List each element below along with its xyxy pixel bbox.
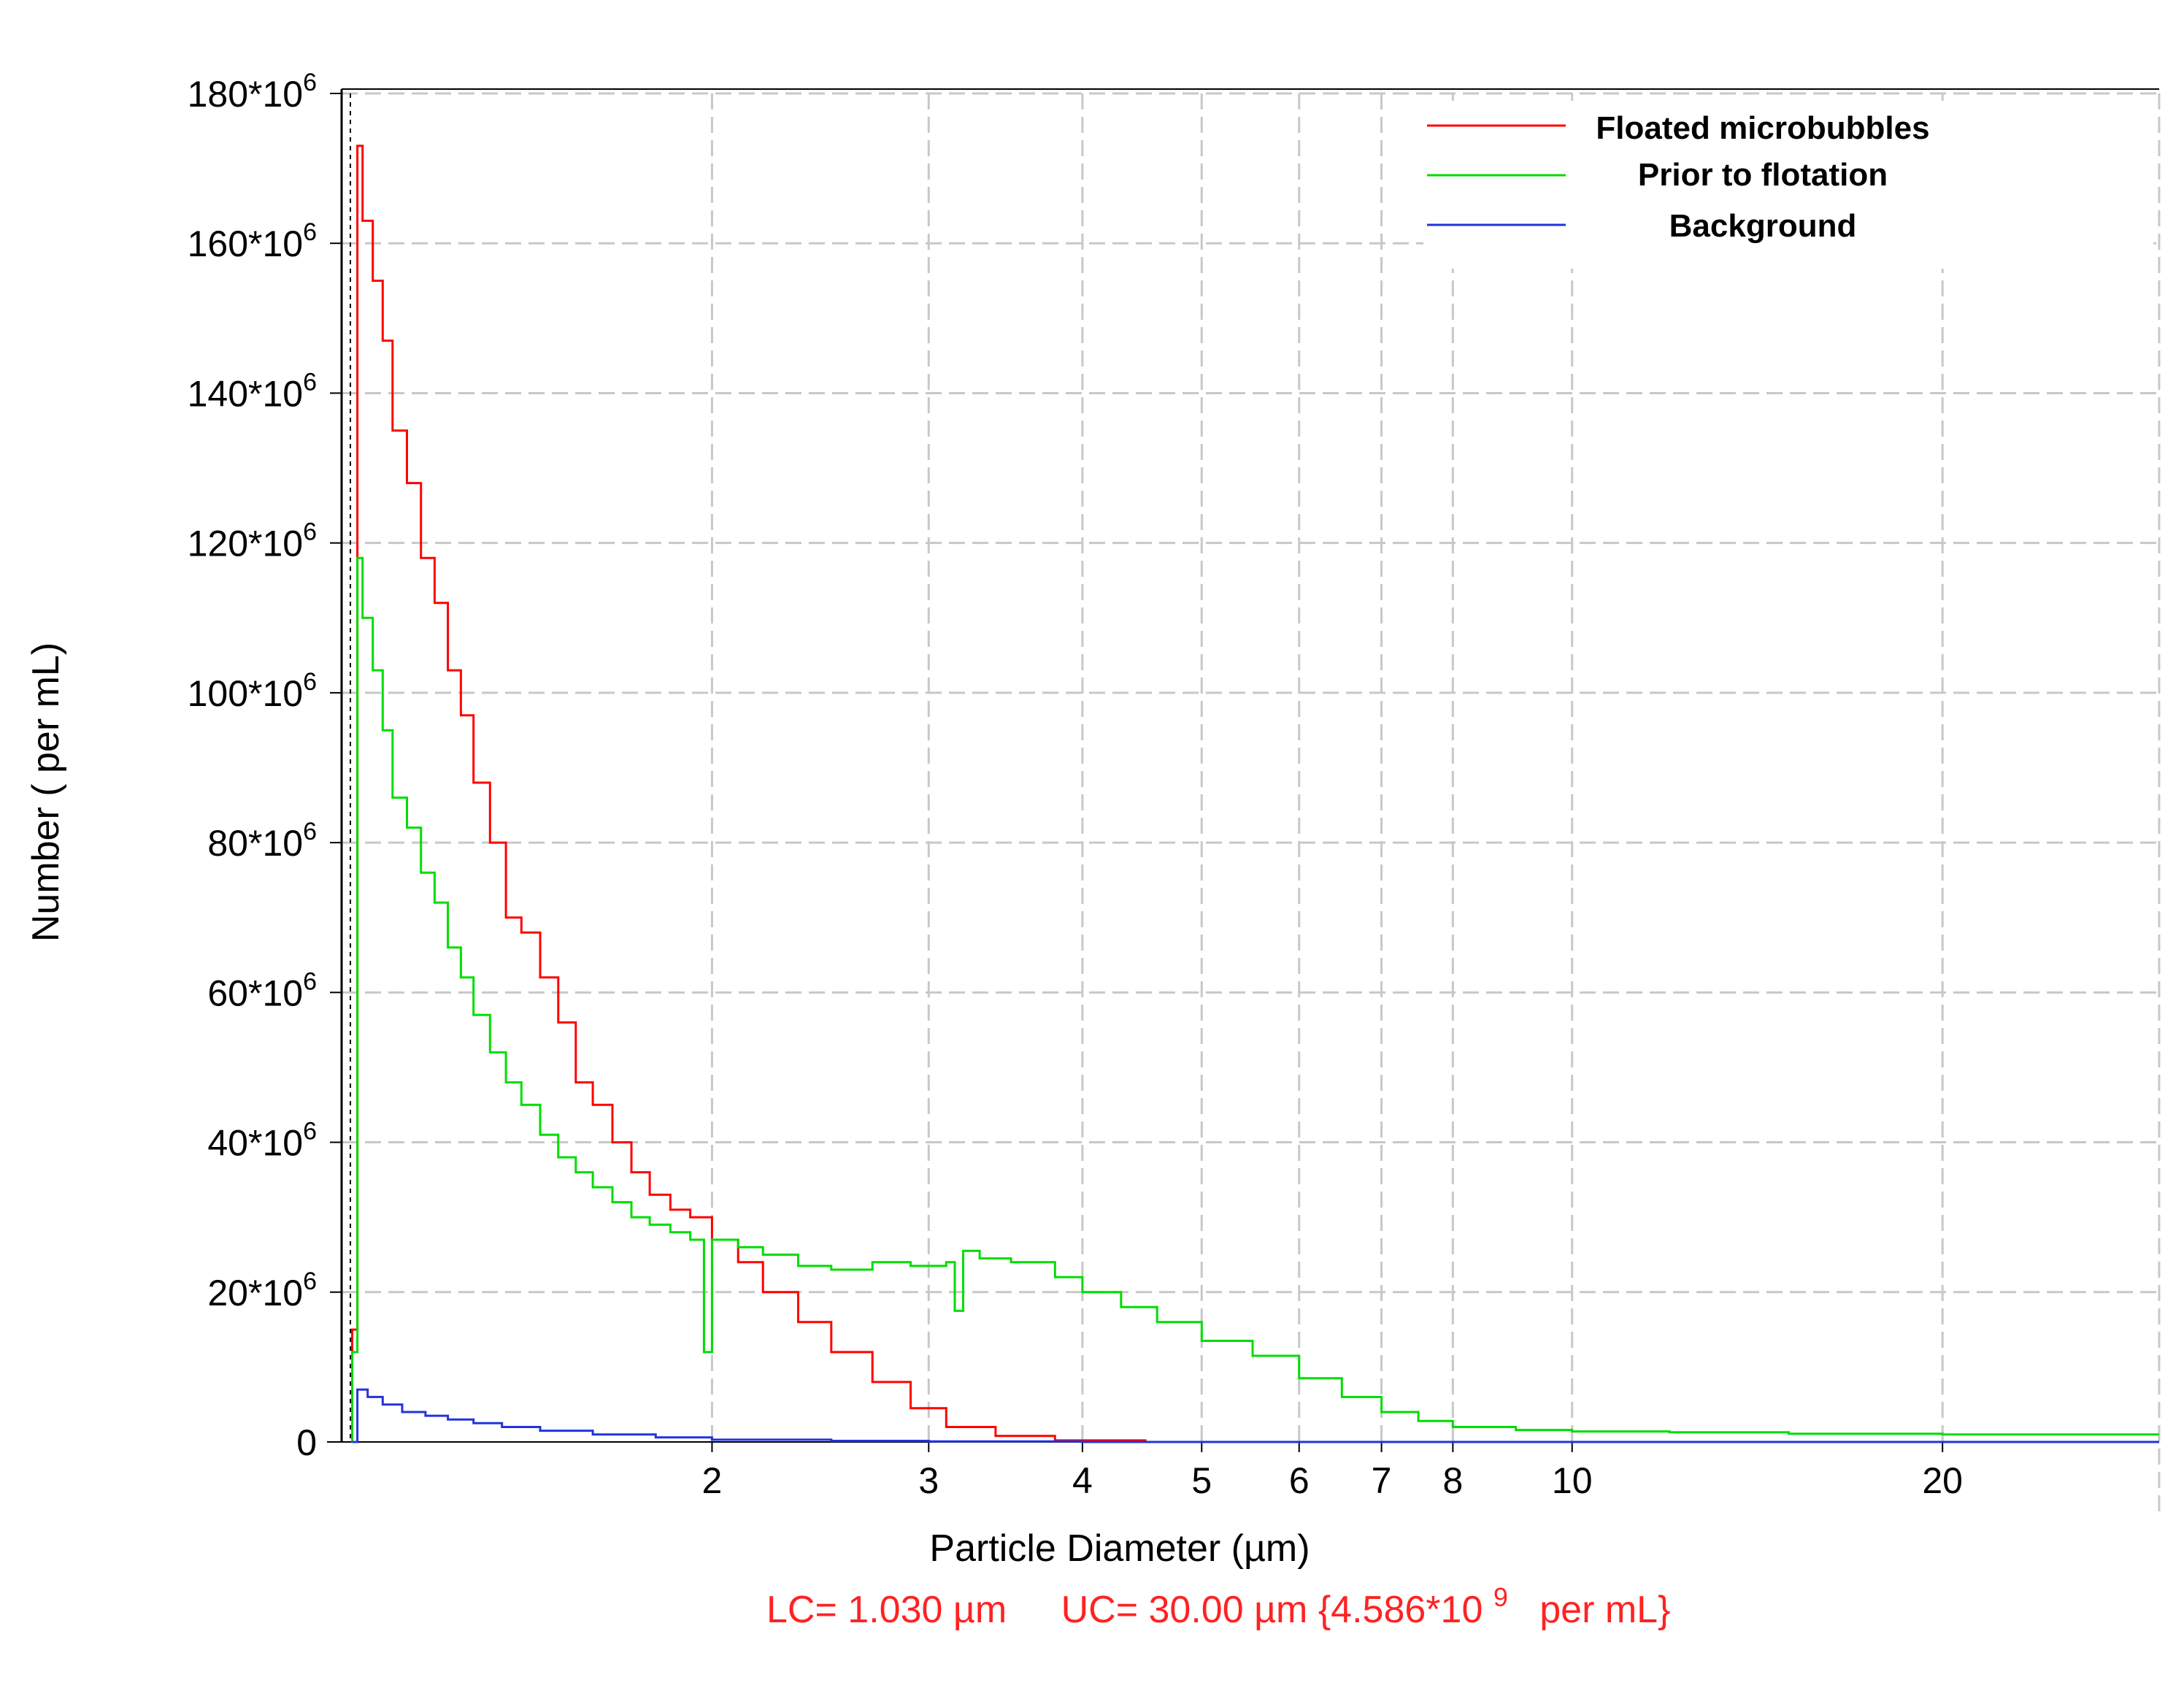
y-tick-label: 100*106 <box>188 668 317 714</box>
y-tick-base: 20*10 <box>207 1273 303 1313</box>
legend-label-prior: Prior to flotation <box>1638 157 1888 193</box>
grid-lines <box>342 92 2161 1515</box>
x-tick-label: 5 <box>1191 1460 1212 1501</box>
y-tick-base: 160*10 <box>188 223 304 264</box>
footer-annotation: LC= 1.030 µm UC= 30.00 µm {4.586*10 9 pe… <box>766 1573 1670 1631</box>
x-tick-label: 7 <box>1372 1460 1392 1501</box>
tick-labels: 2 3 4 5 6 7 8 10 20020*10640*10660*10680*106100*… <box>188 69 1963 1501</box>
x-tick-label: 8 <box>1442 1460 1463 1501</box>
y-tick-label: 40*106 <box>207 1118 317 1164</box>
series-line-background <box>352 1388 2159 1443</box>
y-tick-base: 60*10 <box>207 972 303 1013</box>
legend: Floated microbubbles Prior to flotation … <box>1423 101 2153 269</box>
legend-label-floated: Floated microbubbles <box>1596 110 1929 146</box>
x-tick-label: 6 <box>1289 1460 1310 1501</box>
y-tick-base: 140*10 <box>188 373 304 414</box>
axes <box>327 88 2159 1452</box>
y-tick-label: 60*106 <box>207 967 317 1013</box>
y-tick-base: 40*10 <box>207 1123 303 1164</box>
y-tick-exponent: 6 <box>303 1118 317 1146</box>
y-tick-base: 80*10 <box>207 823 303 864</box>
x-axis-title: Particle Diameter (µm) <box>929 1527 1310 1570</box>
y-tick-label: 20*106 <box>207 1267 317 1313</box>
y-tick-base: 180*10 <box>188 74 304 115</box>
y-tick-label: 140*106 <box>188 368 317 414</box>
footer-uc-exponent: 9 <box>1493 1582 1508 1612</box>
legend-box <box>1423 101 2153 269</box>
y-tick-exponent: 6 <box>303 967 317 995</box>
data-series <box>351 145 2159 1443</box>
legend-label-background: Background <box>1669 208 1857 244</box>
y-tick-exponent: 6 <box>303 218 317 246</box>
x-tick-label: 10 <box>1552 1460 1593 1501</box>
y-axis-title: Number ( per mL) <box>25 642 67 942</box>
footer-uc-unit: per mL} <box>1518 1589 1670 1631</box>
x-tick-label: 4 <box>1072 1460 1093 1501</box>
y-tick-exponent: 6 <box>303 69 317 96</box>
x-tick-label: 3 <box>918 1460 939 1501</box>
y-tick-exponent: 6 <box>303 368 317 396</box>
x-tick-label: 20 <box>1922 1460 1963 1501</box>
series-line-floated-microbubbles <box>351 145 2159 1443</box>
series-line-prior-to-flotation <box>351 556 2159 1442</box>
y-tick-base: 100*10 <box>188 673 304 714</box>
y-tick-label: 120*106 <box>188 518 317 564</box>
y-tick-base: 120*10 <box>188 523 304 564</box>
y-tick-label: 180*106 <box>188 69 317 115</box>
x-tick-label: 2 <box>702 1460 723 1501</box>
footer-lc: LC= 1.030 µm <box>766 1589 1007 1631</box>
y-tick-label: 80*106 <box>207 818 317 864</box>
y-tick-exponent: 6 <box>303 518 317 546</box>
y-tick-exponent: 6 <box>303 818 317 845</box>
y-tick-label: 0 <box>296 1422 317 1463</box>
y-tick-exponent: 6 <box>303 1267 317 1295</box>
footer-uc: UC= 30.00 µm {4.586*10 <box>1061 1589 1483 1631</box>
y-tick-exponent: 6 <box>303 668 317 696</box>
y-tick-label: 160*106 <box>188 218 317 264</box>
